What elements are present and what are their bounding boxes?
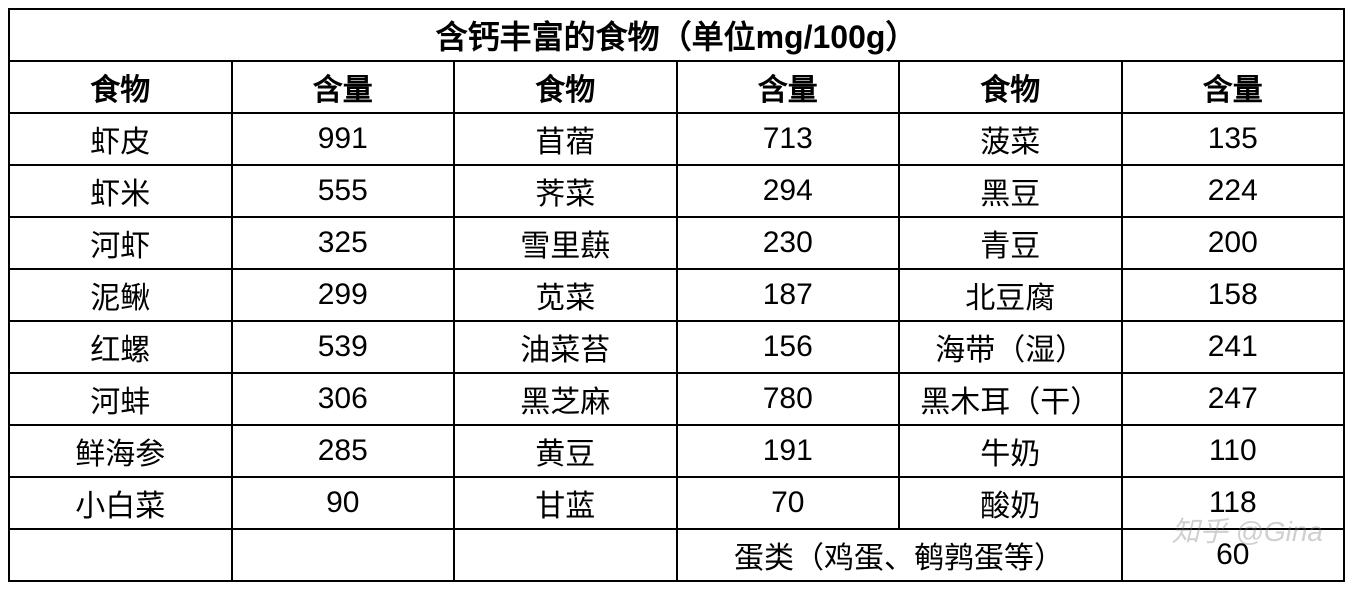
col-header-amount-1: 含量 xyxy=(232,61,455,113)
calcium-foods-table: 含钙丰富的食物（单位mg/100g） 食物 含量 食物 含量 食物 含量 虾皮 … xyxy=(8,8,1345,582)
table-row: 虾皮 991 苜蓿 713 菠菜 135 xyxy=(9,113,1344,165)
cell-amount: 70 xyxy=(677,477,900,529)
cell-food: 青豆 xyxy=(899,217,1122,269)
table-row: 虾米 555 荠菜 294 黑豆 224 xyxy=(9,165,1344,217)
cell-food: 苜蓿 xyxy=(454,113,677,165)
cell-food: 虾皮 xyxy=(9,113,232,165)
cell-amount: 156 xyxy=(677,321,900,373)
col-header-amount-2: 含量 xyxy=(677,61,900,113)
table-row: 鲜海参 285 黄豆 191 牛奶 110 xyxy=(9,425,1344,477)
cell-blank xyxy=(454,529,677,581)
cell-amount: 200 xyxy=(1122,217,1345,269)
cell-food: 黑豆 xyxy=(899,165,1122,217)
cell-amount: 294 xyxy=(677,165,900,217)
cell-food: 河虾 xyxy=(9,217,232,269)
table-row: 小白菜 90 甘蓝 70 酸奶 118 xyxy=(9,477,1344,529)
table-row: 泥鳅 299 苋菜 187 北豆腐 158 xyxy=(9,269,1344,321)
cell-amount: 118 xyxy=(1122,477,1345,529)
cell-food: 荠菜 xyxy=(454,165,677,217)
cell-food: 甘蓝 xyxy=(454,477,677,529)
cell-blank xyxy=(232,529,455,581)
cell-food: 鲜海参 xyxy=(9,425,232,477)
cell-food: 泥鳅 xyxy=(9,269,232,321)
cell-food: 河蚌 xyxy=(9,373,232,425)
cell-amount: 224 xyxy=(1122,165,1345,217)
cell-amount: 191 xyxy=(677,425,900,477)
cell-amount: 285 xyxy=(232,425,455,477)
cell-amount: 299 xyxy=(232,269,455,321)
table-title-row: 含钙丰富的食物（单位mg/100g） xyxy=(9,9,1344,61)
cell-food: 油菜苔 xyxy=(454,321,677,373)
cell-amount: 991 xyxy=(232,113,455,165)
cell-amount: 555 xyxy=(232,165,455,217)
table-row: 河蚌 306 黑芝麻 780 黑木耳（干） 247 xyxy=(9,373,1344,425)
cell-food: 红螺 xyxy=(9,321,232,373)
cell-amount: 230 xyxy=(677,217,900,269)
cell-food: 黑芝麻 xyxy=(454,373,677,425)
col-header-food-1: 食物 xyxy=(9,61,232,113)
col-header-food-2: 食物 xyxy=(454,61,677,113)
cell-food: 虾米 xyxy=(9,165,232,217)
col-header-amount-3: 含量 xyxy=(1122,61,1345,113)
cell-blank xyxy=(9,529,232,581)
cell-food: 苋菜 xyxy=(454,269,677,321)
cell-food: 海带（湿） xyxy=(899,321,1122,373)
table-row: 红螺 539 油菜苔 156 海带（湿） 241 xyxy=(9,321,1344,373)
cell-amount: 158 xyxy=(1122,269,1345,321)
cell-amount: 60 xyxy=(1122,529,1345,581)
cell-amount: 110 xyxy=(1122,425,1345,477)
cell-amount: 135 xyxy=(1122,113,1345,165)
cell-amount: 306 xyxy=(232,373,455,425)
cell-amount: 241 xyxy=(1122,321,1345,373)
cell-amount: 187 xyxy=(677,269,900,321)
cell-food: 黄豆 xyxy=(454,425,677,477)
table-title: 含钙丰富的食物（单位mg/100g） xyxy=(9,9,1344,61)
cell-amount: 780 xyxy=(677,373,900,425)
cell-merged-food: 蛋类（鸡蛋、鹌鹑蛋等） xyxy=(677,529,1122,581)
cell-food: 小白菜 xyxy=(9,477,232,529)
table-row: 河虾 325 雪里蕻 230 青豆 200 xyxy=(9,217,1344,269)
cell-amount: 325 xyxy=(232,217,455,269)
cell-amount: 713 xyxy=(677,113,900,165)
cell-food: 牛奶 xyxy=(899,425,1122,477)
table-header-row: 食物 含量 食物 含量 食物 含量 xyxy=(9,61,1344,113)
cell-food: 酸奶 xyxy=(899,477,1122,529)
cell-food: 黑木耳（干） xyxy=(899,373,1122,425)
cell-food: 北豆腐 xyxy=(899,269,1122,321)
cell-amount: 539 xyxy=(232,321,455,373)
cell-amount: 247 xyxy=(1122,373,1345,425)
table-last-row: 蛋类（鸡蛋、鹌鹑蛋等） 60 xyxy=(9,529,1344,581)
col-header-food-3: 食物 xyxy=(899,61,1122,113)
cell-food: 雪里蕻 xyxy=(454,217,677,269)
cell-food: 菠菜 xyxy=(899,113,1122,165)
cell-amount: 90 xyxy=(232,477,455,529)
